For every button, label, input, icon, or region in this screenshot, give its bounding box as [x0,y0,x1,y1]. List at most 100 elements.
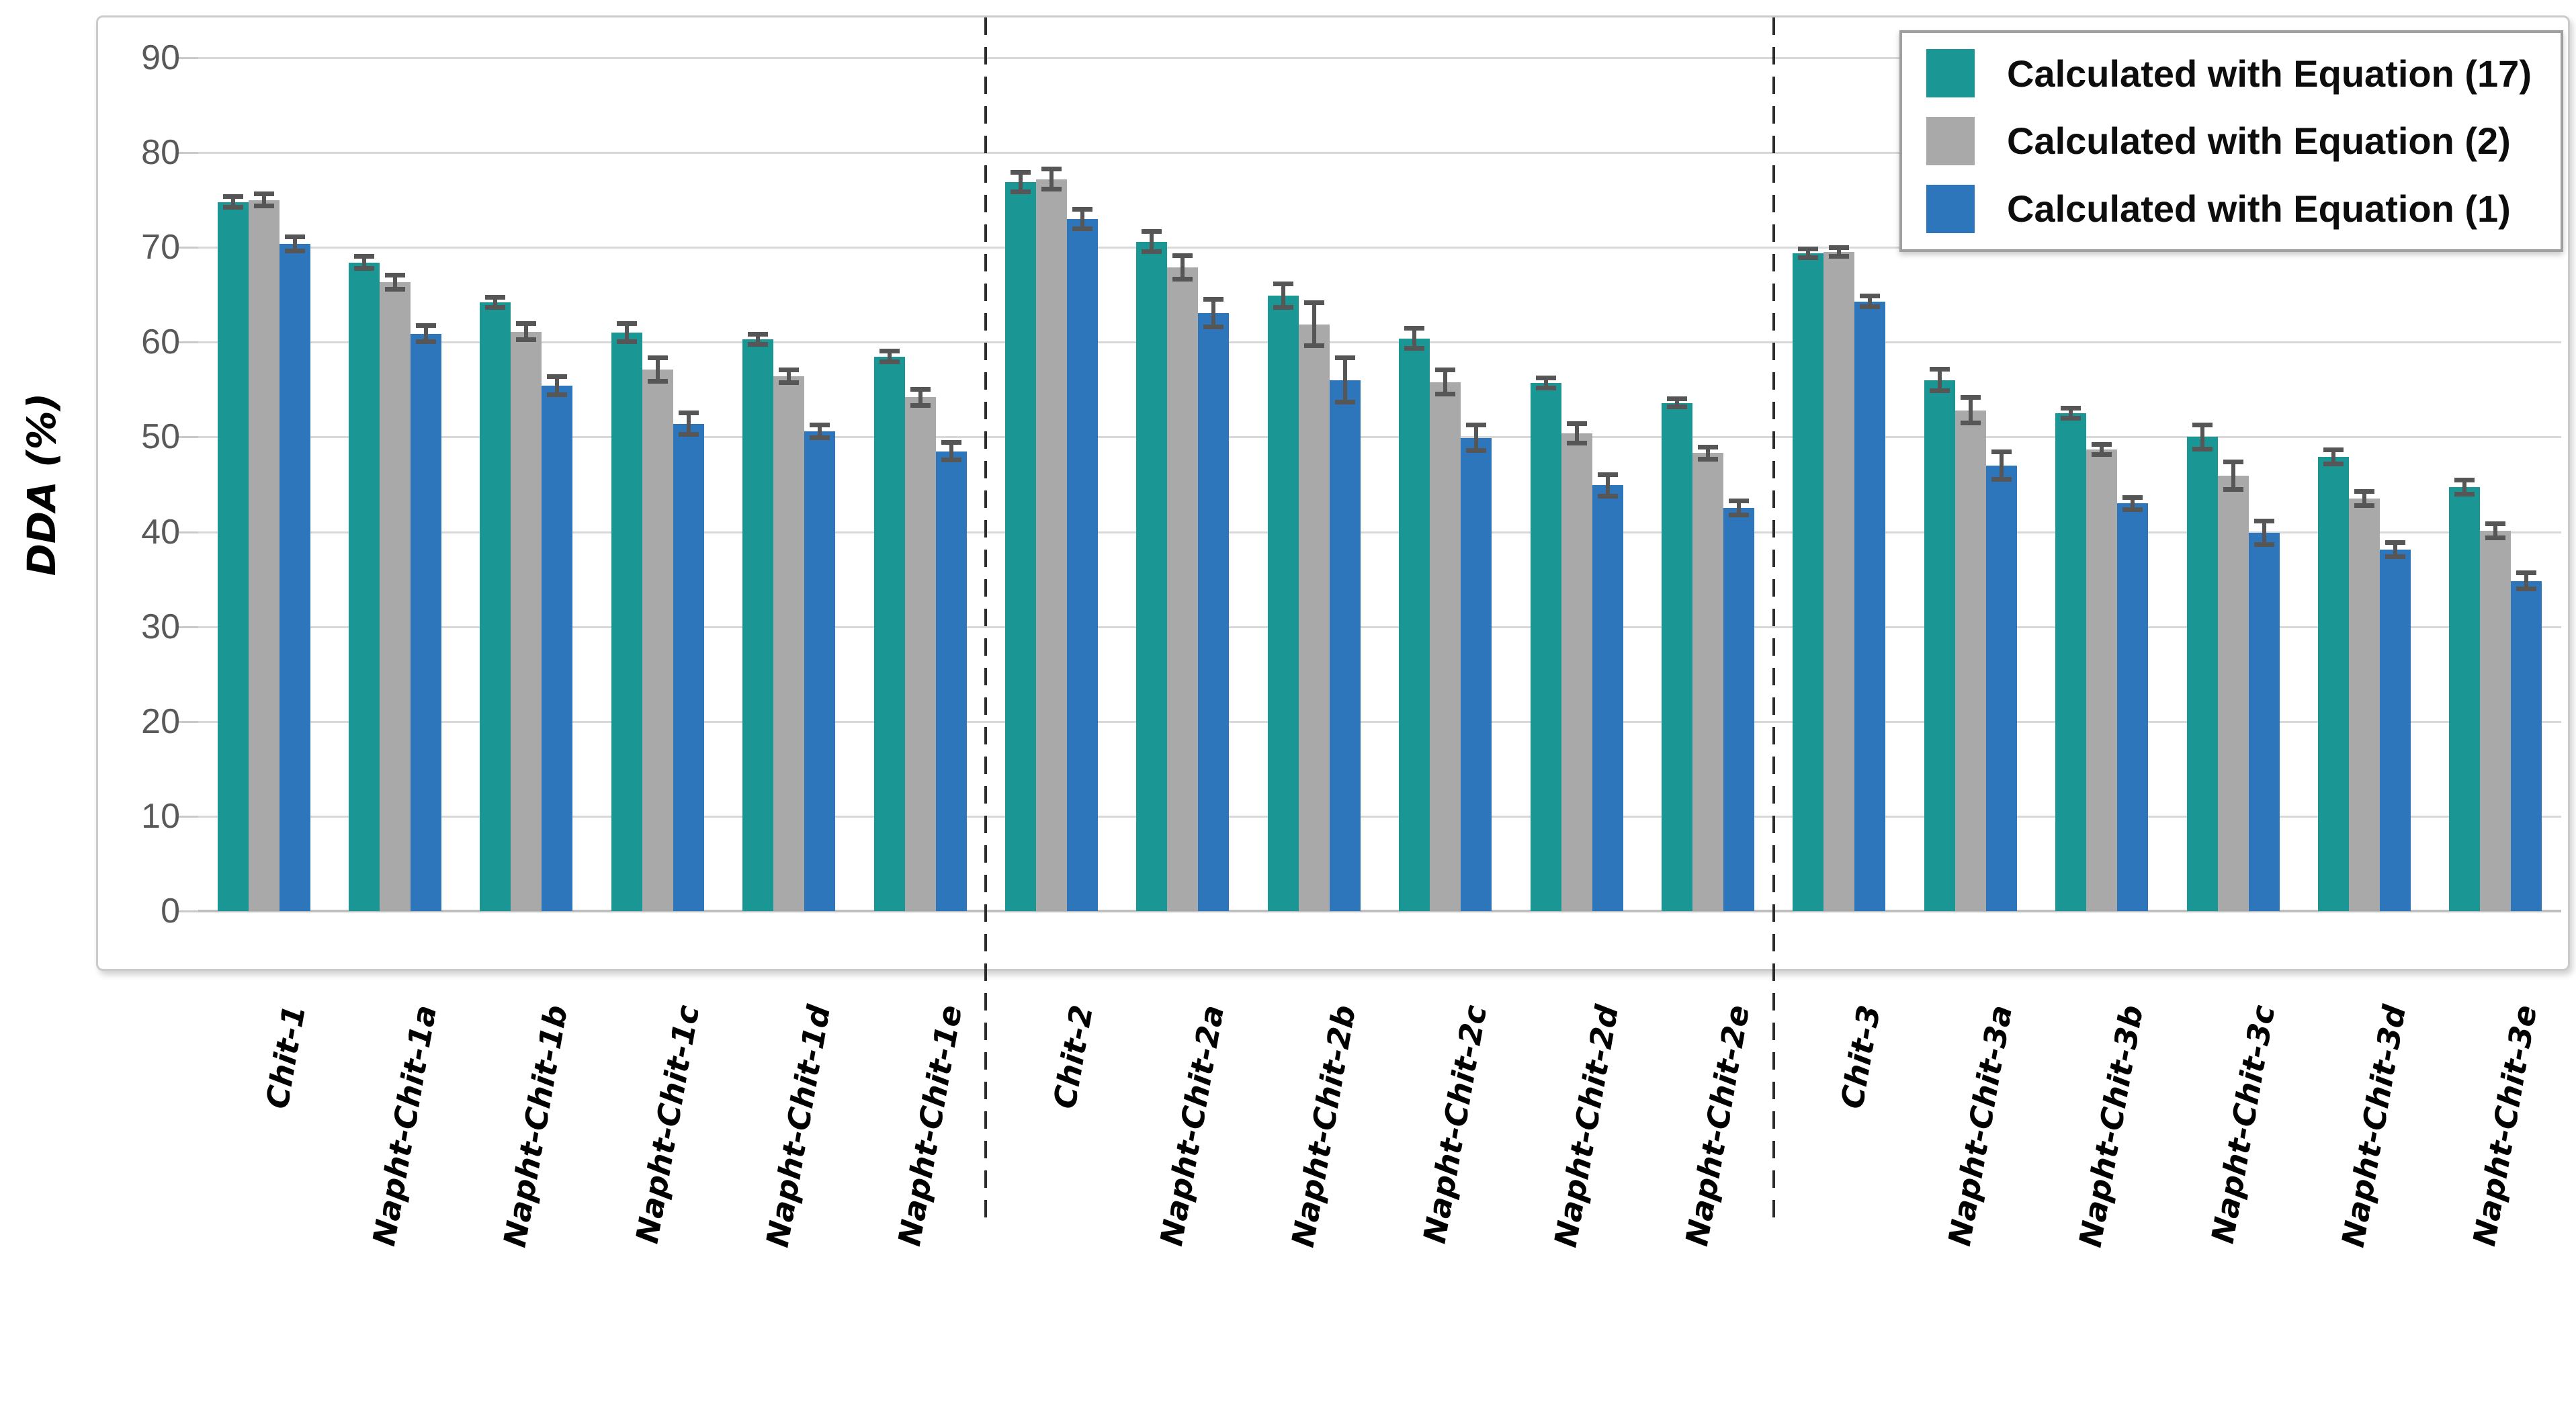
legend-label: Calculated with Equation (17) [2007,52,2532,95]
y-tick-mark [179,815,200,818]
error-bar [1466,423,1487,454]
error-bar [1697,444,1718,462]
bar [1067,218,1099,911]
bar [1924,380,1955,911]
bar [673,423,704,911]
error-bar [1728,499,1749,518]
bar [1561,433,1592,911]
error-bar [2323,447,2344,467]
bar [1036,179,1068,911]
x-tick-label: Chit-2 [1046,1002,1101,1112]
y-tick-label: 70 [141,228,180,267]
bar [1723,508,1754,911]
x-tick-label: Napht-Chit-3e [2466,1002,2544,1249]
x-tick-label: Chit-3 [1834,1002,1888,1112]
y-tick-mark [179,531,200,533]
bar-cluster [1136,241,1230,911]
error-bar [1334,355,1355,405]
x-tick-label: Napht-Chit-1a [366,1002,444,1249]
legend-item: Calculated with Equation (2) [1926,116,2561,165]
bar [1661,402,1692,911]
bar-cluster [2317,457,2411,911]
error-bar [1960,395,1981,426]
y-tick-mark [179,247,200,249]
bar-cluster [1793,252,1886,911]
bar [1329,380,1361,911]
bar-cluster [1267,296,1361,911]
error-bar [2223,460,2243,492]
error-bar [284,234,305,253]
bar [2248,532,2280,911]
legend-swatch [1926,49,1975,98]
y-tick-label: 40 [141,512,180,552]
error-bar [1566,421,1587,446]
gridline [198,720,2561,723]
y-tick-label: 80 [141,133,180,173]
bar-cluster [2449,487,2542,911]
error-bar [647,355,668,384]
error-bar [748,331,769,347]
x-tick-label: Napht-Chit-2b [1284,1002,1363,1250]
error-bar [1991,449,2012,482]
y-tick-mark [179,910,200,912]
legend-swatch [1926,184,1975,233]
y-tick-label: 90 [141,38,180,77]
y-tick-mark [179,436,200,439]
bar [2348,499,2380,911]
bar-cluster [1924,380,2017,911]
bar [742,339,774,911]
error-bar [941,439,961,463]
bar [2217,476,2249,911]
error-bar [516,321,537,343]
bar [1399,338,1430,911]
y-tick-label: 0 [161,892,180,931]
bar [1985,465,2017,911]
group-separator [1772,17,1775,1219]
bar-cluster [873,356,967,911]
error-bar [1798,246,1819,260]
group-separator [984,17,988,1219]
bar [511,331,542,911]
x-tick-label: Napht-Chit-3a [1940,1002,2019,1249]
y-tick-mark [179,152,200,155]
bar [904,397,936,911]
bar [1530,383,1561,911]
error-bar [1142,229,1162,255]
bar-cluster [2186,437,2280,911]
bar [1167,267,1199,911]
bar [217,202,249,911]
error-bar [1011,169,1031,195]
error-bar [910,386,931,408]
bar [2511,580,2542,911]
legend-item: Calculated with Equation (17) [1926,49,2561,98]
x-tick-label: Napht-Chit-2d [1547,1002,1625,1250]
gridline [198,626,2561,628]
y-axis-title: DDA (%) [19,392,65,576]
gridline [198,57,2561,59]
error-bar [879,349,900,364]
y-tick-mark [179,57,200,59]
error-bar [1666,396,1687,410]
error-bar [1597,472,1618,499]
x-tick-label: Napht-Chit-3b [2071,1002,2151,1250]
bar [1198,312,1230,911]
bar [935,451,967,911]
error-bar [1829,245,1850,259]
x-tick-label: Napht-Chit-2c [1416,1002,1494,1246]
bar-cluster [1399,338,1492,911]
error-bar [2485,521,2506,541]
gridline [198,436,2561,439]
error-bar [354,254,375,271]
chart-figure: { "chart_data": { "type": "bar", "title"… [19,15,2570,1250]
bar [2317,457,2349,911]
x-tick-label: Napht-Chit-2e [1678,1002,1757,1249]
bar [804,431,836,911]
error-bar [1203,296,1224,329]
error-bar [678,410,699,437]
bar [2480,531,2511,911]
error-bar [1072,206,1093,232]
y-tick-label: 30 [141,607,180,646]
error-bar [1172,253,1193,282]
gridline [198,531,2561,533]
error-bar [1535,375,1556,391]
